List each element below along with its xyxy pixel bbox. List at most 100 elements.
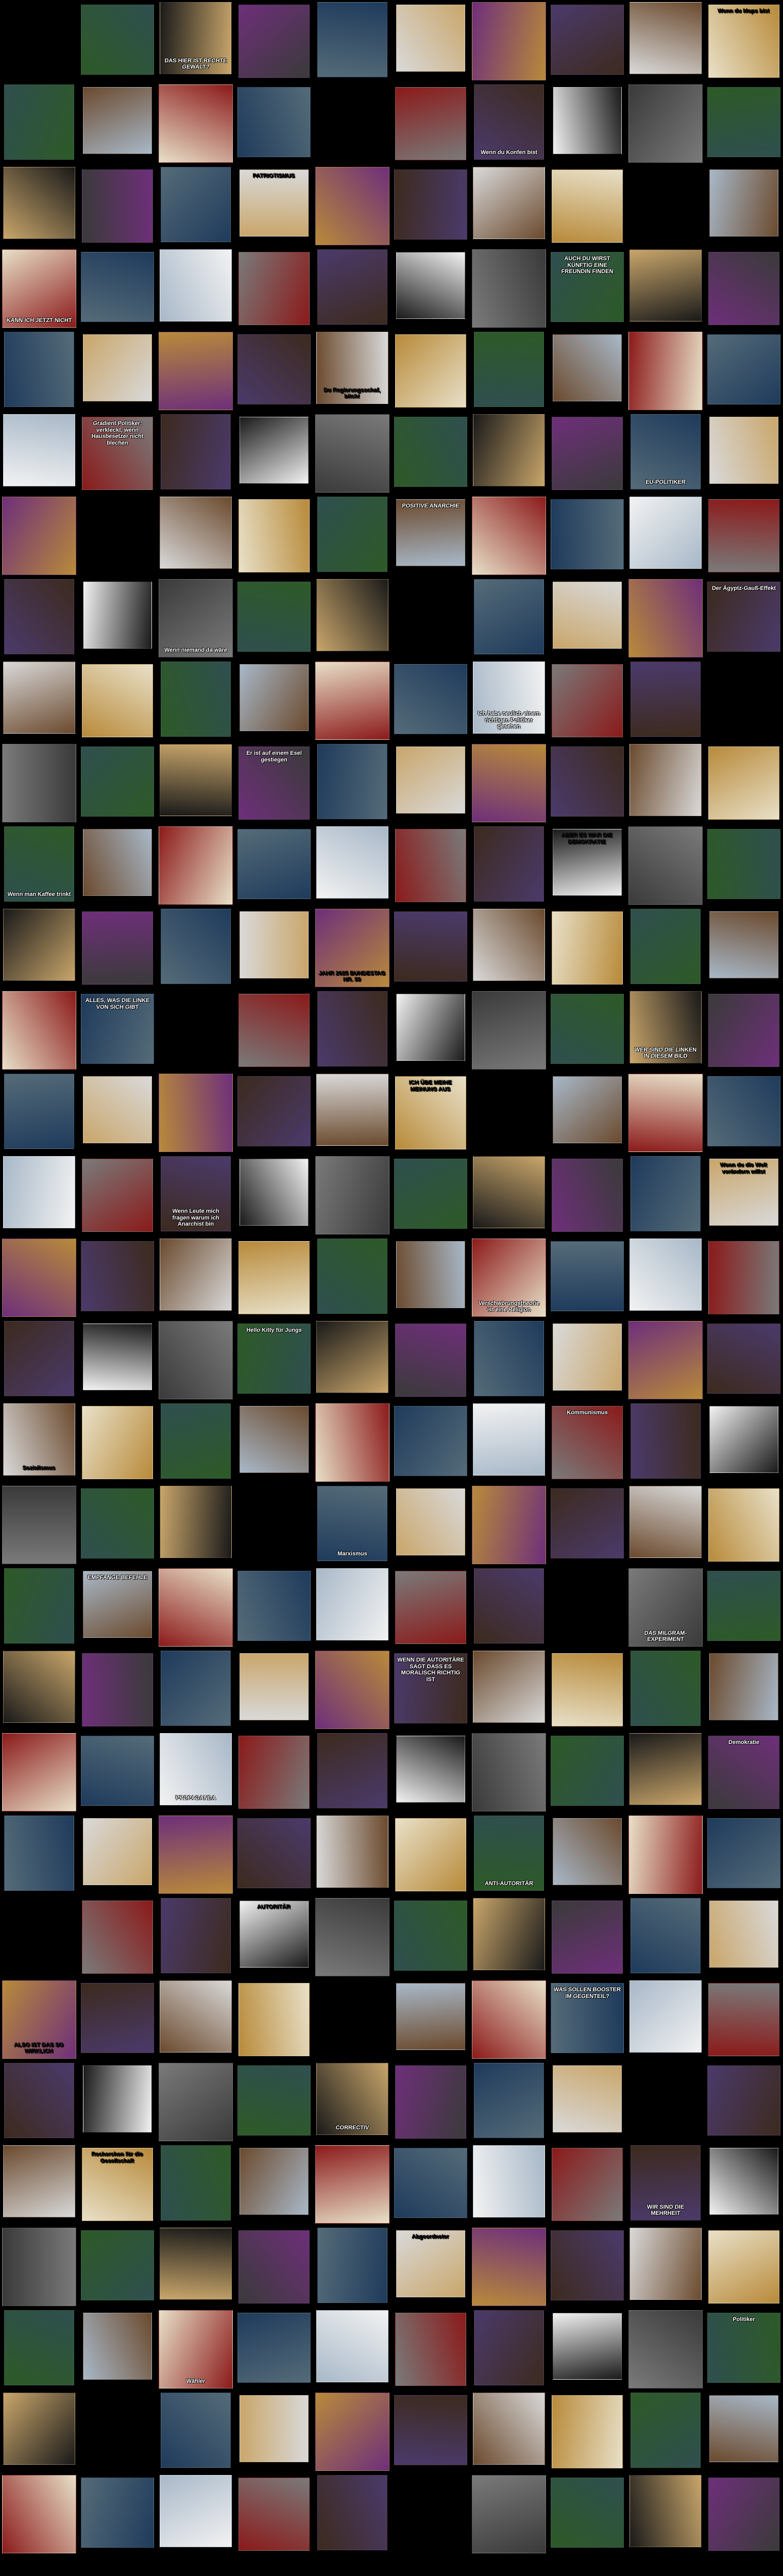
meme-thumbnail[interactable] [474, 332, 544, 407]
meme-thumbnail[interactable] [317, 2228, 387, 2303]
meme-thumbnail[interactable] [317, 2, 387, 77]
meme-thumbnail[interactable] [239, 2478, 310, 2551]
meme-thumbnail[interactable] [315, 662, 389, 740]
meme-thumbnail[interactable]: Kommunismus [552, 1406, 623, 1479]
meme-thumbnail[interactable] [473, 909, 545, 981]
meme-thumbnail[interactable] [708, 994, 779, 1067]
meme-thumbnail[interactable] [708, 1983, 779, 2056]
meme-thumbnail[interactable] [629, 1239, 702, 1311]
meme-thumbnail[interactable] [707, 1324, 780, 1394]
meme-thumbnail[interactable] [239, 1241, 310, 1314]
meme-thumbnail[interactable] [160, 1486, 232, 1558]
meme-thumbnail[interactable] [708, 2478, 779, 2551]
meme-thumbnail[interactable] [315, 1651, 389, 1729]
meme-thumbnail[interactable] [315, 2393, 389, 2471]
meme-thumbnail[interactable] [472, 2228, 546, 2306]
meme-thumbnail[interactable] [161, 1898, 231, 1973]
meme-thumbnail[interactable] [551, 1241, 624, 1311]
meme-thumbnail[interactable] [161, 167, 231, 242]
meme-thumbnail[interactable] [81, 5, 154, 75]
meme-thumbnail[interactable] [707, 87, 780, 157]
meme-thumbnail[interactable] [394, 1406, 467, 1476]
meme-thumbnail[interactable] [628, 84, 703, 163]
meme-thumbnail[interactable] [396, 1983, 465, 2050]
meme-thumbnail[interactable] [159, 2063, 233, 2141]
meme-thumbnail[interactable] [81, 1241, 154, 1311]
meme-thumbnail[interactable] [631, 1403, 701, 1479]
meme-thumbnail[interactable]: Sozialismus [3, 1403, 75, 1476]
meme-thumbnail[interactable] [82, 1406, 153, 1479]
meme-thumbnail[interactable]: Wenn Leute mich fragen warum ich Anarchi… [161, 1156, 231, 1231]
meme-thumbnail[interactable] [472, 744, 546, 822]
meme-thumbnail[interactable] [3, 414, 75, 486]
meme-thumbnail[interactable]: Wenn du Konfen bist [474, 84, 544, 160]
meme-thumbnail[interactable]: Gradient Politiker: verkleckt, wenn Haus… [82, 417, 153, 490]
meme-thumbnail[interactable]: KANN ICH JETZT NICHT [2, 249, 76, 328]
meme-thumbnail[interactable] [551, 1736, 624, 1806]
meme-thumbnail[interactable] [316, 1321, 388, 1393]
meme-thumbnail[interactable]: Wenn du die Welt verändern willst [709, 1159, 778, 1226]
meme-thumbnail[interactable]: ICH ÜBE MEINE MEINUNG AUS [395, 1076, 466, 1149]
meme-thumbnail[interactable]: Du Regierungsschaf, bitch! [316, 332, 388, 404]
meme-thumbnail[interactable] [708, 747, 779, 820]
meme-thumbnail[interactable] [83, 334, 152, 401]
meme-thumbnail[interactable] [315, 1403, 389, 1482]
meme-thumbnail[interactable] [551, 994, 624, 1064]
meme-thumbnail[interactable] [631, 1156, 701, 1231]
meme-thumbnail[interactable] [708, 252, 779, 325]
meme-thumbnail[interactable] [240, 911, 309, 978]
meme-thumbnail[interactable] [472, 249, 546, 328]
meme-thumbnail[interactable] [3, 909, 75, 981]
meme-thumbnail[interactable] [81, 1983, 154, 2053]
meme-thumbnail[interactable] [473, 2145, 545, 2217]
meme-thumbnail[interactable] [81, 252, 154, 322]
meme-thumbnail[interactable] [473, 167, 545, 239]
meme-thumbnail[interactable] [396, 1488, 465, 1555]
meme-thumbnail[interactable]: ALSO IST DAS SO WIRKLICH [2, 1980, 76, 2059]
meme-thumbnail[interactable]: DAS HIER IST RECHTE GEWALT? [160, 2, 232, 74]
meme-thumbnail[interactable] [159, 1568, 233, 1647]
meme-thumbnail[interactable] [83, 582, 152, 649]
meme-thumbnail[interactable] [160, 1239, 232, 1311]
meme-thumbnail[interactable] [82, 664, 153, 737]
meme-thumbnail[interactable] [239, 994, 310, 1067]
meme-thumbnail[interactable] [553, 334, 622, 401]
meme-thumbnail[interactable] [3, 1651, 75, 1723]
meme-thumbnail[interactable] [3, 2145, 75, 2217]
meme-thumbnail[interactable] [317, 2475, 387, 2550]
meme-thumbnail[interactable] [240, 417, 309, 484]
meme-thumbnail[interactable] [473, 1156, 545, 1228]
meme-thumbnail[interactable] [631, 2393, 701, 2468]
meme-thumbnail[interactable] [709, 1406, 778, 1473]
meme-thumbnail[interactable]: AUCH DU WIRST KÜNFTIG EINE FREUNDIN FIND… [551, 252, 624, 322]
meme-thumbnail[interactable] [3, 2393, 75, 2465]
meme-thumbnail[interactable] [316, 1816, 388, 1888]
meme-thumbnail[interactable] [629, 497, 702, 569]
meme-thumbnail[interactable] [81, 2230, 154, 2300]
meme-thumbnail[interactable] [2, 744, 76, 822]
meme-thumbnail[interactable] [161, 1651, 231, 1726]
meme-thumbnail[interactable] [2, 497, 76, 575]
meme-thumbnail[interactable]: Der Ägyptz-Gauß-Effekt [707, 582, 780, 652]
meme-thumbnail[interactable] [81, 747, 154, 817]
meme-thumbnail[interactable] [316, 579, 388, 651]
meme-thumbnail[interactable] [83, 1076, 152, 1143]
meme-thumbnail[interactable] [708, 1488, 779, 1562]
meme-thumbnail[interactable] [82, 1159, 153, 1232]
meme-thumbnail[interactable] [2, 1486, 76, 1564]
meme-thumbnail[interactable] [629, 2, 702, 74]
meme-thumbnail[interactable] [473, 1898, 545, 1970]
meme-thumbnail[interactable] [159, 1816, 233, 1894]
meme-thumbnail[interactable] [472, 1733, 546, 1811]
meme-thumbnail[interactable] [553, 2065, 622, 2132]
meme-thumbnail[interactable] [83, 2065, 152, 2132]
meme-thumbnail[interactable] [4, 332, 74, 407]
meme-thumbnail[interactable] [629, 1980, 702, 2053]
meme-thumbnail[interactable] [395, 1324, 466, 1397]
meme-thumbnail[interactable] [472, 2, 546, 80]
meme-thumbnail[interactable]: Er ist auf einem Esel gestiegen [239, 747, 310, 820]
meme-thumbnail[interactable]: Abgeordneter [396, 2230, 465, 2297]
meme-thumbnail[interactable] [551, 2230, 624, 2300]
meme-thumbnail[interactable] [237, 2313, 311, 2383]
meme-thumbnail[interactable] [237, 2065, 311, 2136]
